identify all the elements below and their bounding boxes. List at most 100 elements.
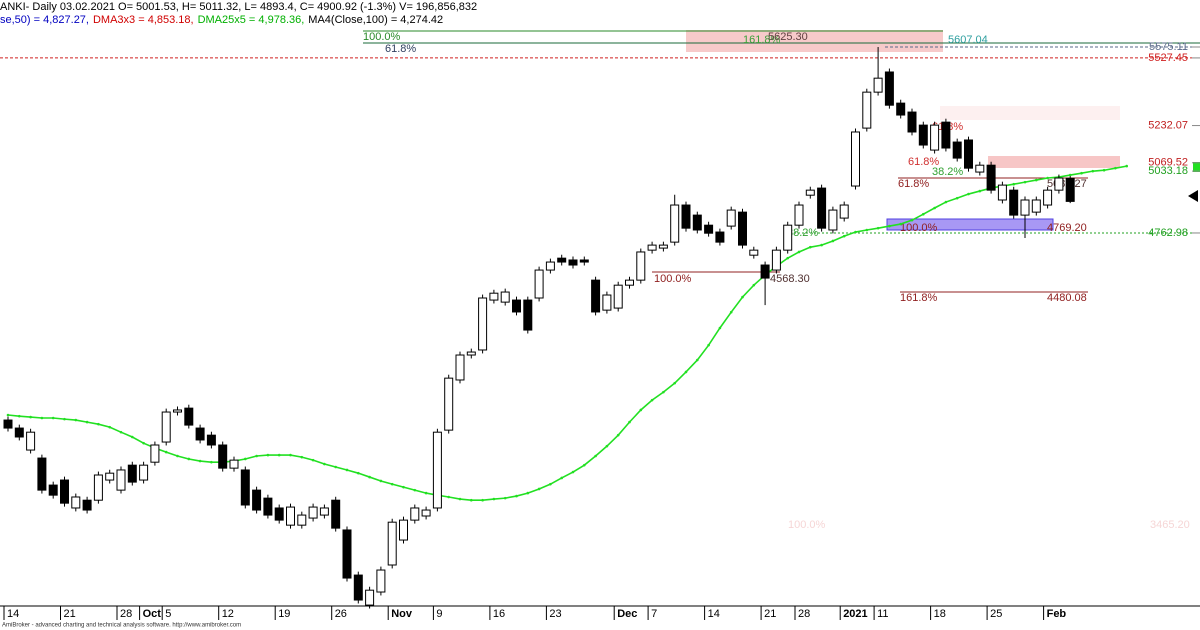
candle-body	[274, 507, 284, 521]
indicator: MA4(Close,100) = 4,274.42	[308, 14, 443, 26]
candle-body	[545, 261, 555, 271]
candle-body	[986, 164, 996, 191]
candle-body	[444, 377, 454, 431]
ma-point	[176, 454, 179, 458]
ma-marker	[1193, 162, 1200, 172]
candle-body	[116, 469, 126, 491]
candle-body	[1065, 177, 1075, 202]
ma-point	[831, 239, 835, 243]
indicator: se,50) = 4,827.27,	[0, 14, 89, 26]
ma-point	[944, 200, 948, 204]
candle-body	[783, 224, 793, 251]
y-tick-label: 5232.07	[1148, 119, 1188, 131]
annotation: 100.0%	[788, 519, 826, 531]
x-tick-label: 28	[798, 608, 810, 620]
ma-point	[447, 495, 451, 499]
indicator-line: se,50) = 4,827.27, DMA3x3 = 4,853.18, DMA2…	[0, 14, 443, 26]
candle-body	[636, 251, 646, 281]
ma-point	[210, 460, 213, 464]
x-tick-label: 19	[278, 608, 290, 620]
ma-point	[277, 453, 281, 457]
candle-body	[173, 409, 182, 413]
candle-body	[738, 211, 747, 246]
ma-point	[481, 498, 484, 502]
ma-point	[289, 453, 292, 457]
x-tick-label: 21	[64, 608, 76, 620]
ma-point	[594, 454, 597, 458]
annotation: 38.2%	[932, 166, 963, 178]
ma-point	[142, 441, 145, 445]
indicator: DMA25x5 = 4,978.36,	[198, 14, 305, 26]
annotation: 4480.08	[1047, 292, 1087, 304]
candle-body	[421, 509, 431, 517]
ma-point	[662, 390, 665, 394]
candle-body	[670, 204, 680, 243]
annotation: 5625.30	[768, 31, 808, 43]
candle-body	[805, 189, 815, 196]
ma-point	[639, 408, 643, 412]
candle-body	[828, 209, 838, 231]
candle-body	[715, 231, 725, 243]
candle-body	[263, 497, 273, 516]
ma-point	[6, 413, 10, 417]
ma-point	[1068, 173, 1072, 177]
candle-body	[568, 259, 578, 266]
ma-point	[51, 416, 55, 420]
candle-body	[884, 71, 894, 106]
annotation: 5607.04	[948, 34, 988, 46]
x-tick-label: 14	[708, 608, 720, 620]
annotation: 3465.20	[1150, 519, 1190, 531]
ma-point	[458, 497, 462, 501]
candle-body	[896, 102, 906, 116]
candle-body	[918, 124, 928, 146]
ma-point	[300, 455, 304, 459]
candle-body	[760, 264, 770, 279]
ma-point	[402, 485, 405, 489]
annotation: 4769.20	[1047, 222, 1087, 234]
y-tick-label: 5069.52	[1148, 157, 1188, 169]
ma-point	[187, 457, 191, 461]
candle-body	[1020, 199, 1030, 216]
ma-point	[718, 326, 722, 330]
ma-point	[899, 222, 902, 226]
candle-body	[319, 507, 329, 516]
ma-point	[809, 245, 812, 249]
candle-body	[455, 354, 465, 381]
month-label: Dec	[617, 608, 637, 620]
candle-body	[681, 204, 691, 229]
ma-point	[865, 228, 869, 232]
candle-body	[591, 279, 601, 313]
ma-point	[345, 468, 349, 472]
candle-body	[331, 499, 341, 529]
candle-body	[48, 484, 58, 496]
ma-point	[876, 226, 880, 230]
x-tick-label: 25	[990, 608, 1002, 620]
candle-body	[240, 469, 250, 506]
annotation: 100.0%	[363, 31, 401, 43]
ma-point	[673, 381, 676, 385]
ma-point	[1035, 178, 1038, 182]
month-label: Feb	[1047, 608, 1067, 620]
annotation: 61.8%	[385, 43, 416, 55]
x-tick-label: 18	[934, 608, 946, 620]
annotation: 61.8%	[898, 178, 929, 190]
candle-body	[862, 91, 872, 129]
ma-line	[7, 165, 1127, 501]
ma-point	[752, 283, 756, 287]
candle-body	[432, 431, 442, 509]
candle-body	[71, 496, 81, 509]
month-label: 2021	[843, 608, 867, 620]
candle-body	[139, 464, 149, 481]
candle-body	[839, 204, 849, 219]
candle-body	[218, 444, 228, 469]
candle-body	[308, 506, 318, 519]
candle-body	[534, 269, 544, 299]
month-label: Nov	[391, 608, 413, 620]
candle-body	[184, 407, 194, 426]
ma-point	[854, 230, 857, 234]
candle-body	[353, 574, 363, 601]
candle-body	[817, 187, 827, 229]
ma-point	[797, 250, 801, 254]
price-marker	[1188, 190, 1198, 202]
fib-zone	[940, 106, 1120, 120]
